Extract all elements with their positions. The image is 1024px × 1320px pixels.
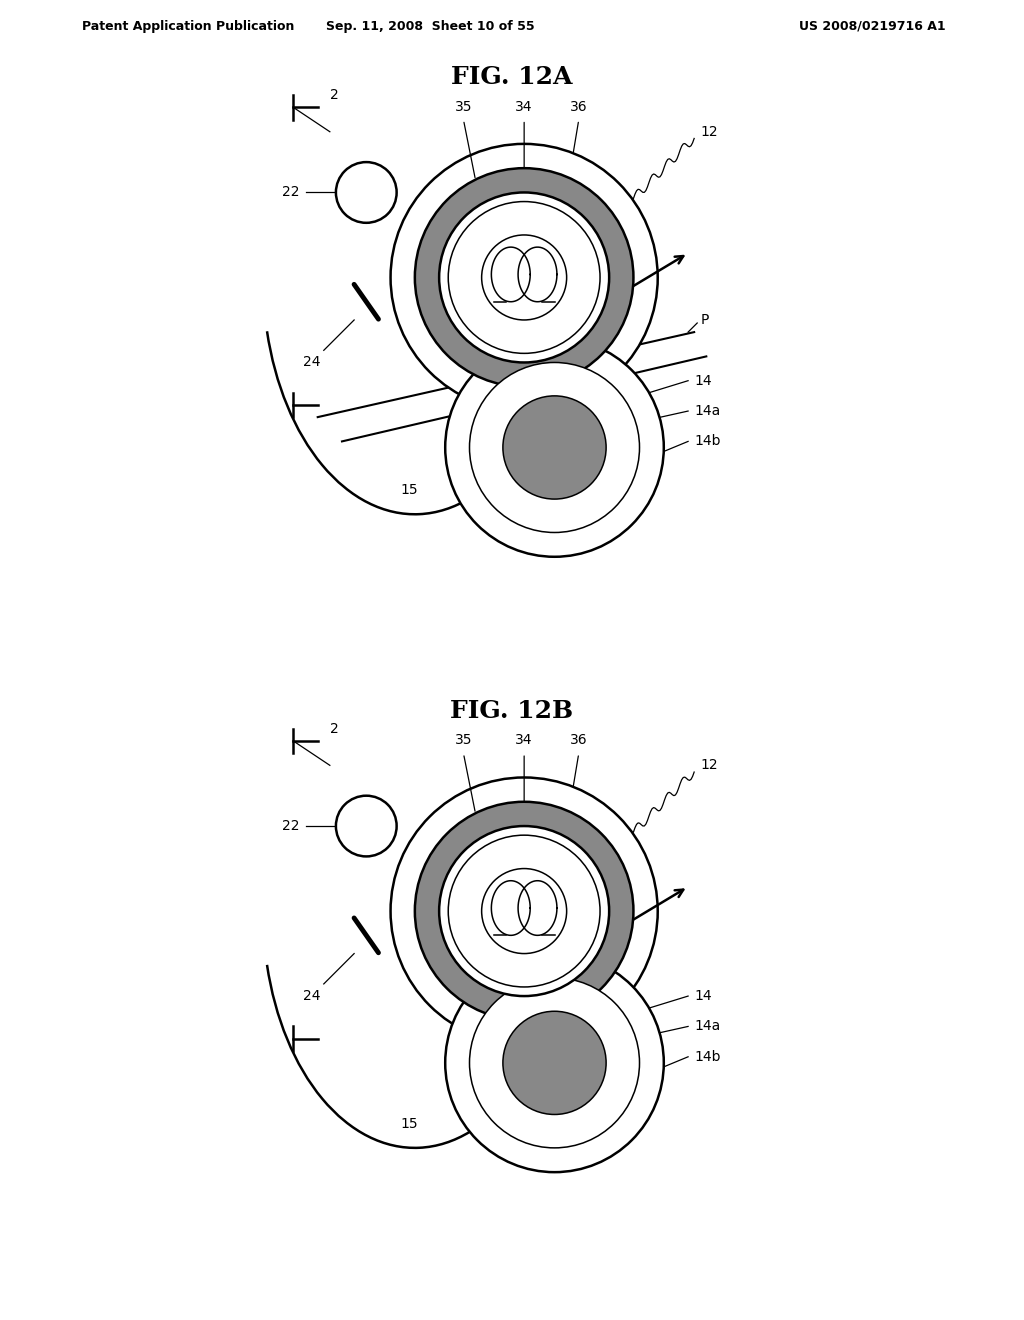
Text: 2: 2 [330, 88, 339, 103]
Circle shape [503, 1011, 606, 1114]
Text: 36: 36 [570, 733, 588, 747]
Text: 14b: 14b [694, 1049, 721, 1064]
Circle shape [439, 193, 609, 363]
Text: 24: 24 [303, 355, 321, 370]
Text: 14b: 14b [694, 434, 721, 449]
Text: 15: 15 [400, 483, 418, 498]
Circle shape [336, 162, 396, 223]
Text: 2: 2 [330, 722, 339, 737]
Circle shape [439, 826, 609, 997]
Circle shape [415, 168, 634, 387]
Circle shape [445, 953, 664, 1172]
Circle shape [481, 869, 566, 953]
Text: 15: 15 [400, 1117, 418, 1131]
Circle shape [449, 836, 600, 987]
Text: 24: 24 [303, 989, 321, 1003]
Text: 34: 34 [515, 99, 532, 114]
Text: 12: 12 [700, 124, 718, 139]
Text: FIG. 12B: FIG. 12B [451, 698, 573, 722]
Text: 34: 34 [515, 733, 532, 747]
Circle shape [449, 202, 600, 354]
Text: 14: 14 [694, 374, 712, 388]
Text: Patent Application Publication: Patent Application Publication [82, 20, 294, 33]
Text: 36: 36 [570, 99, 588, 114]
Text: 22: 22 [282, 185, 299, 199]
Circle shape [503, 396, 606, 499]
Text: US 2008/0219716 A1: US 2008/0219716 A1 [799, 20, 945, 33]
Circle shape [481, 235, 566, 319]
Circle shape [336, 796, 396, 857]
Circle shape [390, 777, 657, 1044]
Text: 35: 35 [455, 733, 472, 747]
Circle shape [390, 144, 657, 411]
Text: 12: 12 [700, 758, 718, 772]
Text: P: P [700, 313, 709, 327]
Circle shape [445, 338, 664, 557]
Circle shape [469, 978, 640, 1148]
Text: 14a: 14a [694, 1019, 721, 1034]
Text: 14a: 14a [694, 404, 721, 418]
Text: 14: 14 [694, 989, 712, 1003]
Text: FIG. 12A: FIG. 12A [452, 65, 572, 88]
Circle shape [415, 801, 634, 1020]
Text: 22: 22 [282, 818, 299, 833]
Circle shape [469, 363, 640, 532]
Text: Sep. 11, 2008  Sheet 10 of 55: Sep. 11, 2008 Sheet 10 of 55 [326, 20, 535, 33]
Text: 35: 35 [455, 99, 472, 114]
